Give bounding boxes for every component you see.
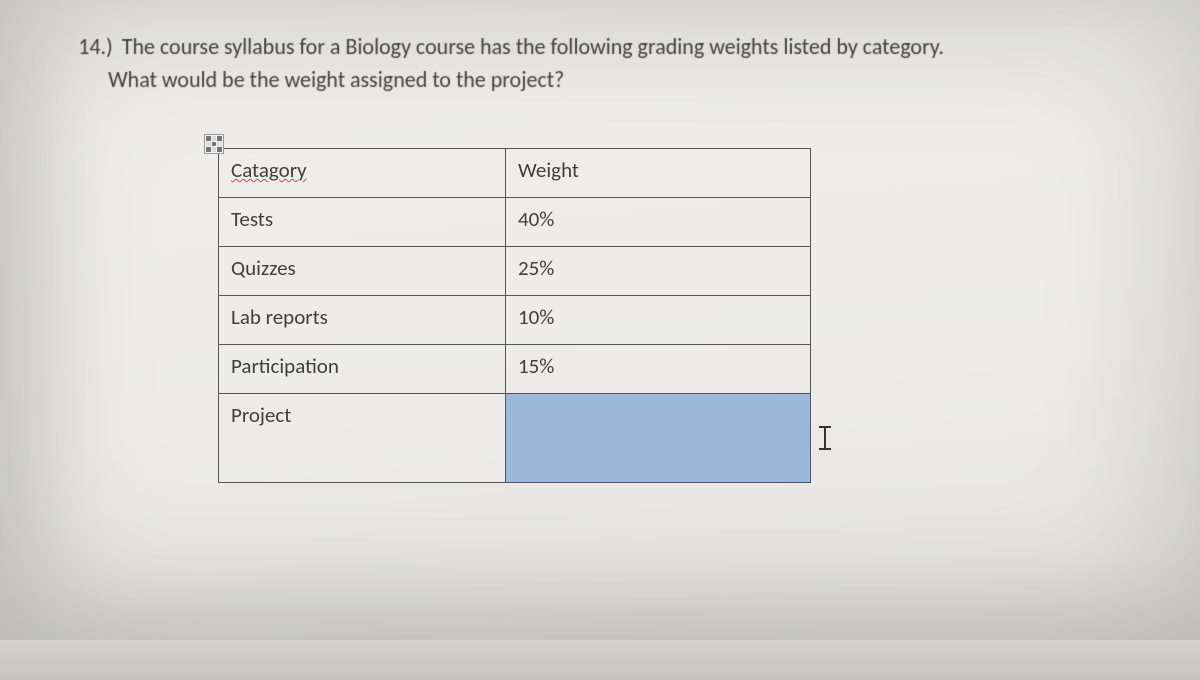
- desk-surface: [0, 640, 1200, 680]
- cell-weight[interactable]: 10%: [506, 296, 811, 345]
- cell-category[interactable]: Project: [219, 394, 506, 483]
- cell-weight[interactable]: 15%: [506, 345, 811, 394]
- table-row[interactable]: Tests 40%: [219, 198, 811, 247]
- question-line1: The course syllabus for a Biology course…: [122, 33, 944, 60]
- table-row[interactable]: Project: [219, 394, 811, 483]
- text-cursor-icon: [818, 426, 832, 450]
- table-row[interactable]: Participation 15%: [219, 345, 811, 394]
- cell-category[interactable]: Tests: [219, 198, 506, 247]
- question-line2: What would be the weight assigned to the…: [78, 66, 564, 93]
- cell-weight-selected[interactable]: [506, 394, 811, 483]
- grading-table-container: Catagory Weight Tests 40% Quizzes 25% La…: [218, 148, 811, 483]
- table-anchor-icon[interactable]: [204, 134, 224, 154]
- grading-table[interactable]: Catagory Weight Tests 40% Quizzes 25% La…: [218, 148, 811, 483]
- question-text: 14.) The course syllabus for a Biology c…: [78, 30, 1140, 96]
- header-weight: Weight: [518, 157, 579, 183]
- cell-category[interactable]: Quizzes: [219, 247, 506, 296]
- header-category: Catagory: [231, 157, 307, 183]
- cell-category[interactable]: Lab reports: [219, 296, 506, 345]
- cell-weight[interactable]: 40%: [506, 198, 811, 247]
- table-row[interactable]: Lab reports 10%: [219, 296, 811, 345]
- table-row[interactable]: Quizzes 25%: [219, 247, 811, 296]
- question-number: 14.): [78, 30, 113, 63]
- document-page: 14.) The course syllabus for a Biology c…: [0, 0, 1200, 640]
- table-header-row: Catagory Weight: [219, 149, 811, 198]
- cell-weight[interactable]: 25%: [506, 247, 811, 296]
- cell-category[interactable]: Participation: [219, 345, 506, 394]
